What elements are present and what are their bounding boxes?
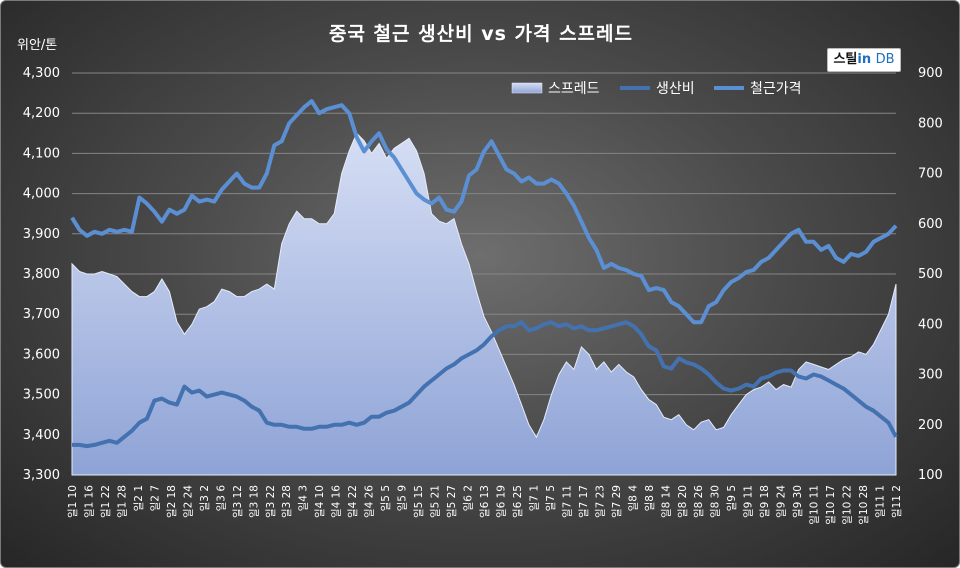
x-tick-label: 일9 30: [791, 485, 804, 518]
legend-label: 스프레드: [548, 81, 600, 97]
y-right-tick-label: 400: [918, 317, 943, 332]
x-tick-label: 일1 22: [99, 485, 112, 518]
y-left-tick-label: 3,400: [23, 428, 60, 443]
y-left-tick-label: 4,100: [23, 146, 60, 161]
x-tick-label: 일2 1: [132, 485, 145, 511]
x-tick-label: 일1 16: [83, 485, 96, 518]
x-tick-label: 일10 22: [841, 485, 854, 525]
x-tick-label: 일4 16: [330, 485, 343, 518]
x-tick-label: 일7 29: [610, 485, 623, 518]
y-left-tick-label: 3,800: [23, 267, 60, 282]
x-tick-label: 일8 8: [643, 485, 656, 511]
x-tick-label: 일11 1: [874, 485, 887, 518]
x-tick-label: 일10 28: [857, 485, 870, 525]
x-tick-label: 일4 10: [313, 485, 326, 518]
x-tick-label: 일4 22: [346, 485, 359, 518]
y-left-tick-label: 4,000: [23, 187, 60, 202]
x-tick-label: 일3 2: [198, 485, 211, 511]
y-left-unit-label: 위안/톤: [17, 38, 58, 53]
y-right-tick-label: 500: [918, 267, 943, 282]
x-tick-label: 일3 22: [264, 485, 277, 518]
x-tick-label: 일9 5: [725, 485, 738, 511]
x-tick-label: 일5 21: [429, 485, 442, 518]
y-left-tick-label: 3,300: [23, 468, 60, 483]
x-tick-label: 일9 18: [758, 485, 771, 518]
x-tick-label: 일5 5: [379, 485, 392, 511]
x-tick-label: 일5 15: [412, 485, 425, 518]
x-tick-label: 일3 12: [231, 485, 244, 518]
series-price-line: [70, 99, 898, 325]
y-left-tick-label: 3,700: [23, 307, 60, 322]
y-right-tick-label: 900: [918, 66, 943, 81]
legend-label: 생산비: [656, 81, 695, 97]
x-tick-label: 일7 1: [527, 485, 540, 511]
series-layer: [70, 99, 898, 476]
x-tick-label: 일4 26: [363, 485, 376, 518]
legend-swatch-spread: [511, 82, 543, 94]
x-axis: 일1 10 일1 16 일1 22 일1 28 일2 1 일2 7 일2 18 일2 24 일3…: [66, 485, 903, 525]
legend-label: 철근가격: [750, 81, 802, 97]
y-left-axis: 3,300 3,400 3,500 3,600 3,700 3,800 3,900 4,000…: [23, 66, 60, 483]
y-right-tick-label: 100: [918, 468, 943, 483]
y-right-tick-label: 600: [918, 217, 943, 232]
x-tick-label: 일2 24: [181, 485, 194, 518]
x-tick-label: 일11 2: [890, 485, 903, 518]
x-tick-label: 일7 17: [577, 485, 590, 518]
y-right-tick-label: 300: [918, 368, 943, 383]
x-tick-label: 일1 28: [115, 485, 128, 518]
series-spread-area: [71, 132, 897, 476]
x-tick-label: 일6 19: [495, 485, 508, 518]
x-tick-label: 일6 2: [462, 485, 475, 511]
x-tick-label: 일1 10: [66, 485, 79, 518]
legend: 스프레드 생산비 철근가격: [511, 81, 802, 97]
x-tick-label: 일6 25: [511, 485, 524, 518]
x-tick-label: 일2 7: [148, 485, 161, 511]
x-tick-label: 일10 11: [808, 485, 821, 525]
y-right-tick-label: 700: [918, 167, 943, 182]
x-tick-label: 일7 11: [560, 485, 573, 518]
x-tick-label: 일8 20: [676, 485, 689, 518]
x-tick-label: 일2 18: [165, 485, 178, 518]
y-left-tick-label: 3,900: [23, 227, 60, 242]
x-tick-label: 일3 6: [214, 485, 227, 512]
x-tick-label: 일7 23: [593, 485, 606, 518]
x-tick-label: 일8 30: [709, 485, 722, 518]
chart-title: 중국 철근 생산비 vs 가격 스프레드: [328, 23, 633, 45]
y-left-tick-label: 4,200: [23, 106, 60, 121]
y-right-tick-label: 800: [918, 116, 943, 131]
x-tick-label: 일3 28: [280, 485, 293, 518]
x-tick-label: 일3 18: [247, 485, 260, 518]
steelin-db-logo: 스틸in DB: [827, 48, 901, 72]
x-tick-label: 일6 13: [478, 485, 491, 518]
x-tick-label: 일8 26: [692, 485, 705, 518]
series-production-cost-line: [72, 320, 898, 449]
y-left-tick-label: 4,300: [23, 66, 60, 81]
x-tick-label: 일5 27: [445, 485, 458, 518]
x-tick-label: 일5 9: [396, 485, 409, 511]
x-tick-label: 일9 24: [775, 485, 788, 518]
x-tick-label: 일8 4: [626, 485, 639, 512]
x-tick-label: 일4 3: [297, 485, 310, 511]
y-right-axis: 100 200 300 400 500 600 700 800 900: [918, 66, 943, 483]
x-tick-label: 일9 11: [742, 485, 755, 518]
x-tick-label: 일8 14: [659, 485, 672, 518]
y-left-tick-label: 3,600: [23, 347, 60, 362]
y-right-tick-label: 200: [918, 418, 943, 433]
y-left-tick-label: 3,500: [23, 388, 60, 403]
x-tick-label: 일10 17: [824, 485, 837, 525]
x-tick-label: 일7 5: [544, 485, 557, 511]
